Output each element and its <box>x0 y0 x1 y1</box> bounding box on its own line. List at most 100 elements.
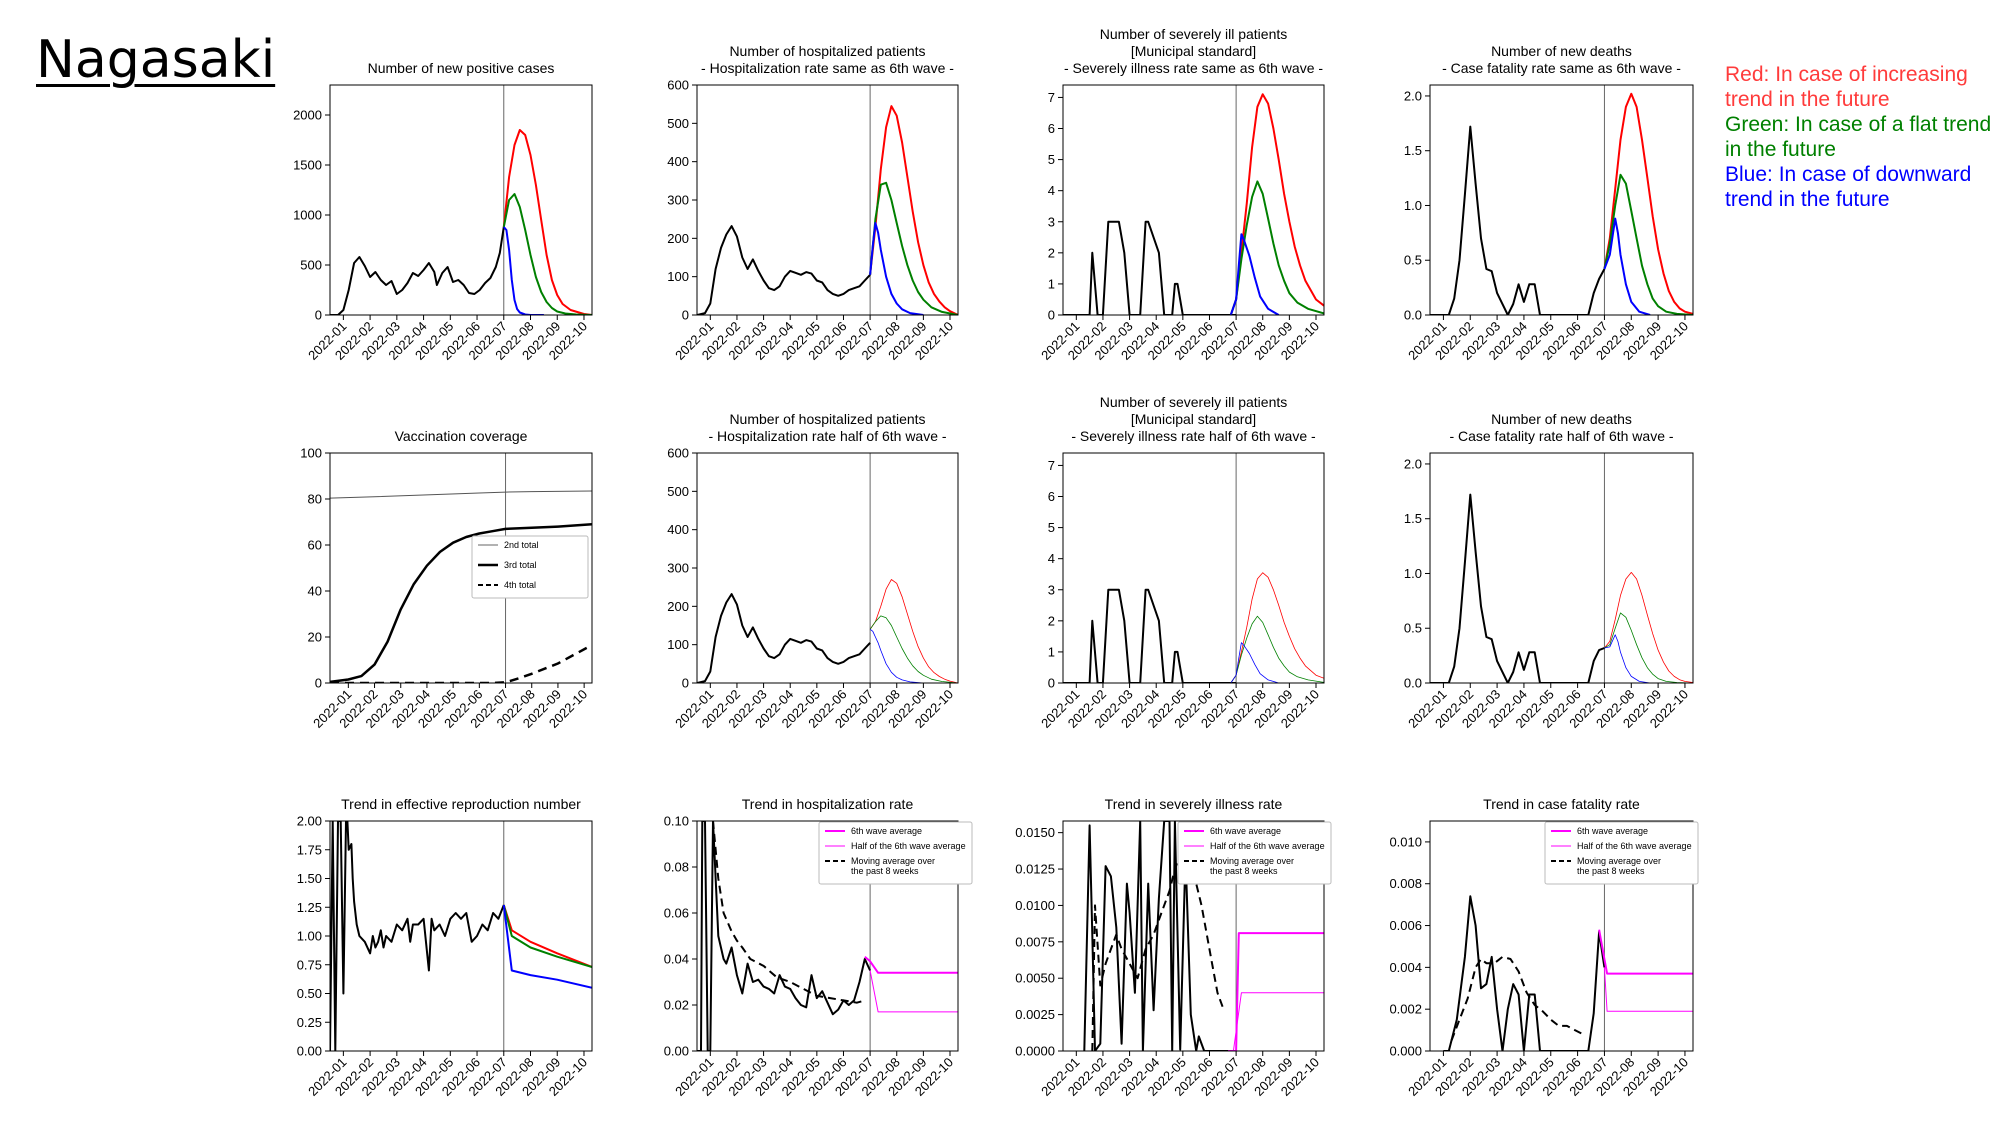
chart-title: Number of new deaths <box>1491 411 1632 427</box>
series-group <box>697 821 958 1051</box>
y-tick-label: 0 <box>1048 676 1055 691</box>
y-tick-label: 0.0150 <box>1015 825 1055 840</box>
y-tick-label: 0.0025 <box>1015 1007 1055 1022</box>
series-line-1 <box>712 821 866 1004</box>
series-line-1 <box>1229 93 1324 315</box>
y-tick-label: 400 <box>667 154 689 169</box>
series-line-2 <box>502 904 592 968</box>
series-line-3 <box>1232 992 1324 1051</box>
y-tick-label: 0.010 <box>1389 834 1422 849</box>
legend-green: Green: In case of a flat trend in the fu… <box>1725 113 1992 161</box>
series-line-0 <box>1083 821 1237 1051</box>
y-tick-label: 0.08 <box>664 860 689 875</box>
legend-red: Red: In case of increasing trend in the … <box>1725 63 1968 111</box>
y-tick-label: 0 <box>315 676 322 691</box>
legend-label: Half of the 6th wave average <box>851 841 966 851</box>
y-tick-label: 400 <box>667 522 689 537</box>
chart-new-cases: Number of new positive cases 0 500 1000 1500… <box>293 60 593 363</box>
legend-label: Moving average over <box>851 856 935 866</box>
y-tick-label: 200 <box>667 231 689 246</box>
chart-title: Number of new positive cases <box>368 60 555 76</box>
series-line-2 <box>1230 615 1324 683</box>
legend-label: Moving average over <box>1210 856 1294 866</box>
y-tick-label: 4 <box>1048 183 1055 198</box>
y-tick-label: 0.006 <box>1389 918 1422 933</box>
series-line-3 <box>1230 642 1279 683</box>
chart-severe-half: Number of severely ill patients[Municipa… <box>1038 394 1325 731</box>
chart-title: [Municipal standard] <box>1131 43 1256 59</box>
series-line-0 <box>330 821 505 1051</box>
y-tick-label: 0 <box>682 676 689 691</box>
y-tick-label: 1500 <box>293 158 322 173</box>
y-tick-label: 1 <box>1048 276 1055 291</box>
series-group <box>1430 92 1693 315</box>
y-tick-label: 0 <box>1048 308 1055 323</box>
chart-title: - Case fatality rate half of 6th wave - <box>1449 428 1673 444</box>
series-group <box>1443 895 1693 1051</box>
y-tick-label: 0.04 <box>664 952 689 967</box>
series-group <box>697 105 958 315</box>
legend-box <box>1177 821 1332 885</box>
series-line-0 <box>330 490 592 499</box>
series-line-2 <box>1229 180 1324 315</box>
chart-deaths-same: Number of new deaths- Case fatality rate… <box>1404 43 1694 363</box>
y-tick-label: 200 <box>667 599 689 614</box>
y-tick-label: 0.75 <box>297 957 322 972</box>
y-tick-label: 20 <box>308 630 322 645</box>
chart-hospitalized-half: Number of hospitalized patients- Hospita… <box>667 411 959 731</box>
plot-frame <box>1429 452 1694 684</box>
series-line-2 <box>869 615 958 683</box>
y-tick-label: 0.00 <box>297 1044 322 1059</box>
legend-label: 4th total <box>504 580 536 590</box>
chart-rt-trend: Trend in effective reproduction number 0.… <box>297 796 593 1099</box>
series-line-0 <box>697 821 872 1051</box>
y-tick-label: 500 <box>667 484 689 499</box>
series-group <box>330 821 592 1051</box>
chart-hosp-rate: Trend in hospitalization rate 0.00 0.02 0.0… <box>664 796 973 1099</box>
series-line-1 <box>1604 572 1693 683</box>
series-group <box>1083 821 1324 1051</box>
chart-title: Vaccination coverage <box>395 428 528 444</box>
series-group <box>1430 493 1693 683</box>
series-line-0 <box>330 226 505 315</box>
y-tick-label: 0 <box>315 308 322 323</box>
inner-legend: 6th wave average Half of the 6th wave ave… <box>818 821 973 885</box>
plot-frame <box>1062 452 1325 684</box>
y-tick-label: 1.0 <box>1404 566 1422 581</box>
chart-deaths-half: Number of new deaths- Case fatality rate… <box>1404 411 1694 731</box>
series-line-1 <box>502 904 592 968</box>
series-line-0 <box>697 225 871 315</box>
series-line-3 <box>1603 217 1651 315</box>
y-tick-label: 0.0000 <box>1015 1044 1055 1059</box>
chart-title: Number of severely ill patients <box>1100 26 1288 42</box>
y-tick-label: 0.00 <box>664 1044 689 1059</box>
series-line-1 <box>1603 92 1693 315</box>
y-tick-label: 2.00 <box>297 814 322 829</box>
chart-title: Number of hospitalized patients <box>729 411 925 427</box>
y-tick-label: 0.5 <box>1404 621 1422 636</box>
plot-frame <box>696 452 959 684</box>
y-tick-label: 6 <box>1048 489 1055 504</box>
y-tick-label: 2 <box>1048 245 1055 260</box>
y-tick-label: 500 <box>667 116 689 131</box>
plot-frame <box>329 84 593 316</box>
chart-title: Number of hospitalized patients <box>729 43 925 59</box>
chart-vaccination: Vaccination coverage0204060801002022-012… <box>300 428 593 731</box>
y-tick-label: 7 <box>1048 90 1055 105</box>
plot-frame <box>1062 820 1325 1052</box>
y-tick-label: 1000 <box>293 208 322 223</box>
y-tick-label: 0.0100 <box>1015 898 1055 913</box>
y-tick-label: 1.0 <box>1404 198 1422 213</box>
y-tick-label: 600 <box>667 78 689 93</box>
series-line-2 <box>330 643 592 683</box>
y-tick-label: 0.06 <box>664 906 689 921</box>
legend-label: 6th wave average <box>851 826 922 836</box>
legend-label: the past 8 weeks <box>1210 866 1278 876</box>
series-line-3 <box>1604 634 1651 683</box>
series-line-2 <box>1604 612 1693 683</box>
y-tick-label: 1.5 <box>1404 143 1422 158</box>
chart-fatality-rate: Trend in case fatality rate 0.000 0.002 0.0… <box>1389 796 1699 1099</box>
series-line-1 <box>1091 853 1224 1051</box>
y-tick-label: 2.0 <box>1404 456 1422 471</box>
